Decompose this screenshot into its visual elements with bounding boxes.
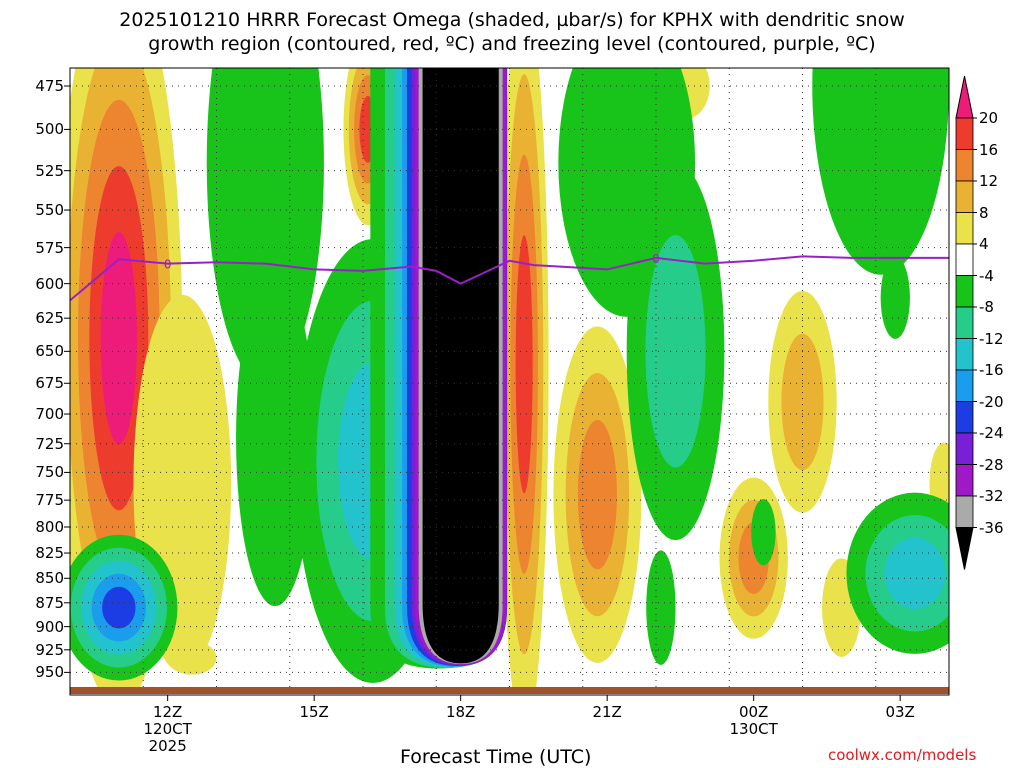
colorbar-label: -32	[979, 487, 1004, 505]
colorbar-label: 8	[979, 203, 989, 222]
positive-core-1-level	[100, 232, 137, 445]
colorbar-label: -8	[979, 298, 994, 316]
negative-core-7-level	[880, 256, 910, 339]
colorbar-label: 16	[979, 140, 999, 159]
colorbar-segment	[955, 75, 974, 119]
y-tick-label: 550	[35, 201, 64, 220]
x-tick-label: 120CT	[143, 720, 192, 738]
colorbar-label: -24	[979, 424, 1004, 442]
colorbar-segment	[955, 212, 974, 245]
colorbar-segment	[955, 275, 974, 308]
colorbar-segment	[955, 149, 974, 182]
colorbar-label: -28	[979, 455, 1004, 474]
colorbar-segment	[955, 495, 974, 528]
ground-strip	[70, 687, 949, 694]
colorbar-label: -20	[979, 392, 1004, 411]
y-tick-label: 850	[35, 569, 64, 588]
colorbar-label: -12	[979, 329, 1004, 348]
negative-core-3-level	[645, 235, 706, 468]
colorbar-label: 4	[979, 235, 989, 253]
y-tick-label: 725	[35, 434, 64, 453]
y-tick-label: 500	[35, 120, 64, 139]
colorbar-segment	[955, 243, 974, 276]
colorbar-label: -36	[979, 518, 1004, 537]
positive-core-7-level	[781, 333, 824, 471]
y-tick-label: 750	[35, 463, 64, 482]
y-tick-label: 825	[35, 544, 64, 563]
x-tick-label: 15Z	[299, 703, 329, 721]
colorbar-label: 12	[979, 172, 999, 190]
chart-title-line-1: 2025101210 HRRR Forecast Omega (shaded, …	[119, 9, 905, 31]
colorbar-label: 20	[979, 109, 999, 127]
y-tick-label: 800	[35, 517, 64, 536]
y-tick-label: 950	[35, 663, 64, 682]
colorbar-segment	[955, 306, 974, 339]
y-tick-label: 675	[35, 374, 64, 393]
y-tick-label: 600	[35, 274, 64, 293]
colorbar-segment	[955, 117, 974, 150]
y-tick-label: 625	[35, 309, 64, 328]
negative-core-7	[880, 256, 910, 339]
y-tick-label: 925	[35, 640, 64, 659]
y-tick-label: 475	[35, 76, 64, 95]
positive-core-10-level	[167, 641, 217, 675]
colorbar-segment	[955, 369, 974, 402]
colorbar-segment	[955, 464, 974, 497]
strong-descent-column	[370, 68, 508, 669]
positive-core-10	[167, 641, 217, 675]
x-tick-label: 2025	[148, 737, 187, 755]
y-tick-label: 775	[35, 491, 64, 510]
descent-column-shell	[422, 68, 499, 664]
colorbar-segment	[955, 401, 974, 434]
colorbar-segment	[955, 338, 974, 371]
x-tick-label: 12Z	[152, 703, 183, 721]
negative-band-2-level	[236, 269, 315, 607]
grid-lines	[69, 68, 950, 687]
negative-core-6-level	[646, 550, 676, 665]
x-tick-label: 130CT	[729, 720, 778, 738]
plot-frame	[69, 67, 950, 696]
freezing-level-label: 0	[652, 252, 660, 266]
freezing-level-label: 0	[164, 258, 172, 272]
y-tick-label: 700	[35, 405, 64, 424]
colorbar-label: -4	[979, 266, 994, 285]
y-tick-label: 525	[35, 161, 64, 180]
negative-band-2	[236, 269, 315, 607]
axis-ticks	[64, 85, 901, 701]
omega-shaded-field	[70, 68, 949, 688]
colorbar-segment	[955, 527, 974, 570]
x-tick-label: 18Z	[445, 703, 476, 721]
colorbar-segment	[955, 432, 974, 465]
negative-core-4-level	[884, 537, 946, 610]
negative-band-4	[812, 68, 949, 275]
y-tick-label: 900	[35, 617, 64, 636]
x-tick-label: 21Z	[592, 703, 622, 721]
negative-core-3	[626, 162, 725, 541]
x-tick-label: 00Z	[738, 703, 769, 721]
y-tick-label: 575	[35, 238, 64, 257]
negative-core-2	[70, 534, 178, 681]
y-tick-label: 650	[35, 342, 64, 361]
colorbar	[955, 75, 977, 570]
x-axis-title: Forecast Time (UTC)	[400, 746, 592, 768]
positive-core-4-level	[577, 419, 617, 570]
negative-core-5	[751, 499, 776, 566]
negative-core-6	[646, 550, 676, 665]
positive-core-3	[499, 68, 549, 688]
negative-core-2-level	[102, 586, 136, 629]
x-tick-label: 03Z	[885, 703, 915, 721]
positive-core-7	[768, 291, 837, 513]
chart-title-line-2: growth region (contoured, red, ºC) and f…	[148, 33, 876, 55]
negative-core-5-level	[751, 499, 776, 566]
negative-band-4-level	[812, 68, 949, 275]
positive-core-3-level	[515, 235, 533, 494]
credit-link[interactable]: coolwx.com/models	[828, 746, 977, 764]
freezing-level-line	[70, 255, 949, 302]
colorbar-segment	[955, 180, 974, 213]
positive-core-4	[553, 326, 642, 663]
colorbar-label: -16	[979, 361, 1004, 379]
y-tick-label: 875	[35, 593, 64, 612]
